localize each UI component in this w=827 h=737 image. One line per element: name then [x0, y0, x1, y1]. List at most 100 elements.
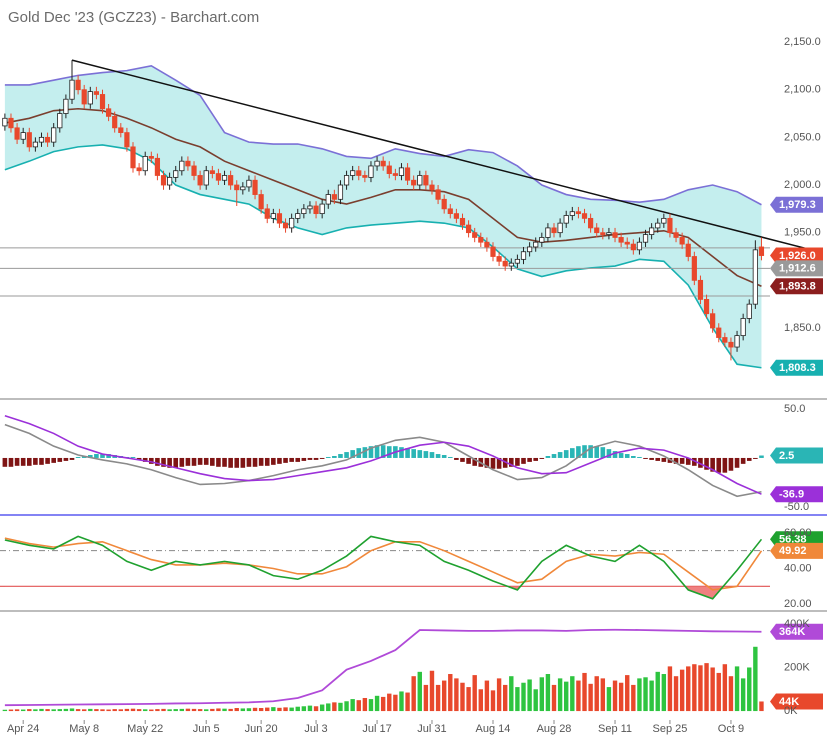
- volume-bar: [484, 680, 490, 712]
- volume-bar: [338, 702, 343, 712]
- candle-body: [441, 198, 447, 210]
- candle-body: [588, 217, 594, 229]
- volume-bar: [179, 708, 185, 712]
- candle-body: [496, 256, 502, 262]
- candle-body: [350, 170, 356, 176]
- candle-body: [362, 175, 368, 178]
- histogram-bar: [149, 457, 154, 464]
- candle-body: [423, 175, 429, 186]
- histogram-bar: [356, 448, 362, 458]
- y-tick-label: 2,150.0: [784, 36, 821, 48]
- volume-bar: [362, 697, 368, 712]
- candle-body: [667, 217, 673, 234]
- volume-bar: [271, 707, 276, 712]
- candle-body: [179, 160, 185, 172]
- histogram-bar: [88, 455, 93, 458]
- candle-body: [234, 184, 240, 191]
- candle-body: [545, 227, 551, 238]
- histogram-bar: [545, 456, 551, 458]
- y-tick-label: 2,100.0: [784, 84, 821, 96]
- volume-bar: [594, 676, 599, 712]
- trendline: [71, 59, 823, 254]
- candle-body: [484, 241, 490, 248]
- histogram-bar: [417, 450, 423, 458]
- histogram-bar: [502, 457, 508, 468]
- histogram-bar: [75, 456, 81, 458]
- volume-bar: [20, 709, 26, 712]
- histogram-bar: [161, 457, 166, 467]
- volume-bar: [728, 676, 734, 712]
- volume-bar: [704, 663, 709, 712]
- histogram-bar: [130, 456, 136, 458]
- candle-body: [459, 217, 466, 226]
- candle-body: [313, 205, 319, 215]
- volume-bar: [246, 708, 252, 712]
- x-tick-label: Aug 28: [537, 723, 572, 735]
- candle-body: [20, 132, 26, 140]
- volume-bar: [112, 709, 117, 712]
- candle-body: [490, 246, 496, 257]
- histogram-bar: [264, 457, 270, 466]
- volume-bar: [75, 709, 81, 712]
- candle-body: [618, 237, 624, 243]
- candle-body: [398, 167, 405, 176]
- volume-bar: [539, 677, 545, 712]
- histogram-bar: [710, 457, 715, 472]
- value-badge-label: 1,808.3: [779, 362, 816, 374]
- volume-bar: [94, 709, 99, 712]
- candle-body: [337, 184, 344, 200]
- x-tick-label: May 22: [127, 723, 163, 735]
- histogram-bar: [246, 457, 252, 467]
- histogram-bar: [313, 457, 319, 460]
- histogram-bar: [399, 447, 404, 458]
- histogram-bar: [380, 445, 386, 458]
- histogram-bar: [753, 457, 758, 459]
- band-fill: [4, 65, 762, 368]
- candle-body: [673, 232, 679, 238]
- candle-body: [295, 213, 301, 219]
- histogram-bar: [368, 446, 374, 458]
- histogram-bar: [570, 448, 575, 458]
- candle-body: [185, 160, 191, 167]
- candle-body: [539, 237, 545, 243]
- histogram-bar: [295, 457, 301, 462]
- candle-body: [380, 160, 386, 167]
- volume-bar: [301, 706, 307, 712]
- macd-line: [4, 423, 762, 498]
- volume-bar: [106, 709, 111, 712]
- volume-bar: [612, 680, 618, 712]
- volume-bar: [637, 678, 642, 712]
- histogram-bar: [69, 457, 75, 460]
- histogram-bar: [136, 457, 142, 460]
- histogram-bar: [197, 457, 203, 465]
- candle-body: [606, 232, 612, 235]
- candle-body: [124, 132, 130, 148]
- histogram-bar: [362, 447, 368, 458]
- histogram-bar: [374, 445, 380, 458]
- candle-body: [710, 313, 716, 329]
- open-interest-line: [4, 628, 762, 707]
- candle-body: [325, 194, 331, 205]
- histogram-bar: [685, 457, 691, 465]
- candle-body: [411, 179, 417, 186]
- candle-body: [624, 241, 630, 245]
- candle-body: [575, 211, 582, 215]
- volume-bar: [332, 702, 337, 712]
- histogram-bar: [722, 457, 728, 473]
- histogram-bar: [490, 457, 496, 469]
- volume-bar: [63, 708, 69, 712]
- candle-body: [14, 127, 20, 140]
- histogram-bar: [600, 447, 606, 458]
- value-badge-label: 1,926.0: [779, 250, 816, 262]
- value-badge-label: 56.38: [779, 534, 807, 546]
- candle-body: [563, 215, 569, 224]
- volume-bar: [411, 676, 416, 712]
- candle-body: [594, 227, 600, 234]
- volume-bar: [417, 671, 422, 712]
- candle-body: [246, 179, 252, 188]
- candle-body: [93, 91, 100, 95]
- histogram-bar: [203, 457, 209, 465]
- histogram-bar: [460, 457, 465, 462]
- histogram-bar: [45, 457, 50, 464]
- volume-bar: [197, 709, 203, 712]
